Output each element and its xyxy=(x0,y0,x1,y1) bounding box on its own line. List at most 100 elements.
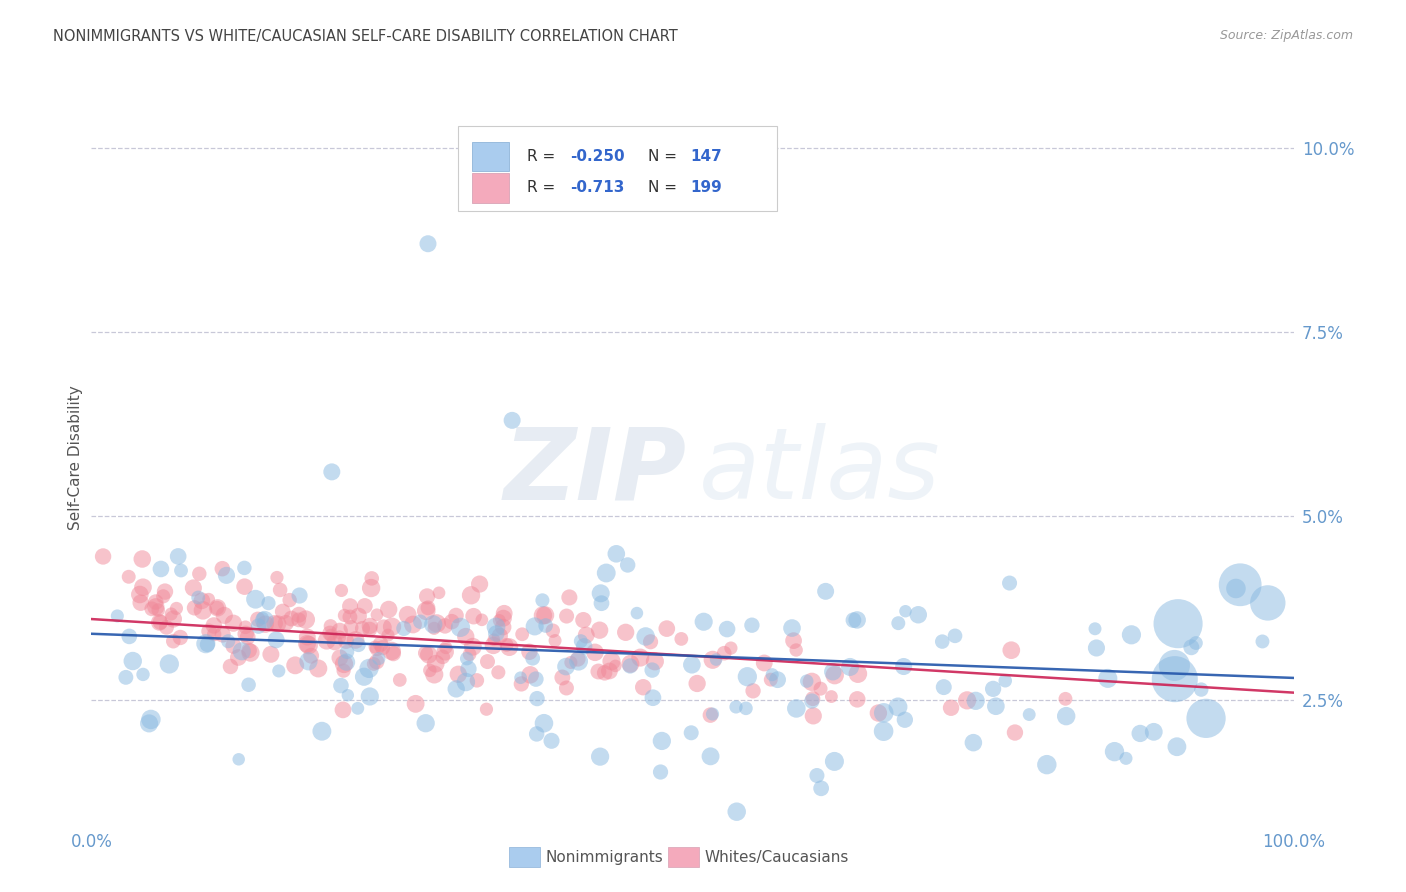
Point xyxy=(278,593,301,607)
Point xyxy=(215,568,238,582)
Y-axis label: Self-Care Disability: Self-Care Disability xyxy=(67,384,83,530)
Point xyxy=(319,619,342,633)
Text: Nonimmigrants: Nonimmigrants xyxy=(546,850,664,864)
Point xyxy=(274,615,297,630)
Point xyxy=(482,632,505,647)
Point xyxy=(522,651,544,665)
Point xyxy=(591,596,613,610)
Point xyxy=(842,613,865,627)
Point xyxy=(202,618,225,632)
Point xyxy=(187,591,209,605)
Point xyxy=(423,621,446,635)
Point xyxy=(323,635,346,649)
Point xyxy=(105,609,128,624)
Point xyxy=(157,657,180,671)
Point xyxy=(422,617,444,632)
Point xyxy=(155,620,177,634)
Point xyxy=(415,604,437,618)
Point xyxy=(149,562,172,576)
Point xyxy=(686,676,709,690)
Point xyxy=(254,617,277,632)
Point xyxy=(575,628,598,642)
Point xyxy=(346,701,368,715)
Text: atlas: atlas xyxy=(699,424,941,520)
Point xyxy=(541,624,564,638)
Point xyxy=(523,619,546,633)
Point xyxy=(166,601,188,615)
Point xyxy=(353,670,375,684)
Point xyxy=(641,663,664,677)
Point xyxy=(425,657,447,671)
Point xyxy=(1229,578,1251,592)
Point xyxy=(692,615,714,629)
Point xyxy=(655,622,678,636)
Point xyxy=(681,726,703,740)
Point xyxy=(1097,672,1119,686)
Point xyxy=(1054,691,1077,706)
Point xyxy=(1166,739,1188,754)
Point xyxy=(211,562,233,576)
Point xyxy=(373,620,395,634)
Point xyxy=(486,665,509,680)
Point xyxy=(531,608,554,623)
Point xyxy=(141,602,163,616)
Point xyxy=(540,734,562,748)
Point xyxy=(191,594,214,608)
Point xyxy=(347,638,370,652)
Point xyxy=(593,665,616,680)
Point xyxy=(628,650,651,665)
Point xyxy=(450,620,472,634)
Point xyxy=(463,609,485,624)
Point xyxy=(115,670,138,684)
Point xyxy=(998,576,1021,591)
Point xyxy=(1185,636,1208,650)
Point xyxy=(427,586,450,600)
Point xyxy=(332,703,354,717)
Point xyxy=(741,618,763,632)
Point xyxy=(145,595,167,609)
Point xyxy=(426,616,449,631)
Point xyxy=(519,668,541,682)
Point xyxy=(634,630,657,644)
Text: N =: N = xyxy=(648,180,682,195)
Point xyxy=(423,667,446,681)
Point xyxy=(641,690,664,705)
Point xyxy=(148,615,170,630)
Point xyxy=(139,713,162,727)
Point xyxy=(160,607,183,621)
Point xyxy=(222,639,245,653)
Point xyxy=(444,608,467,623)
Point xyxy=(381,620,404,634)
Point xyxy=(371,640,394,655)
Point xyxy=(330,679,353,693)
Point xyxy=(555,609,578,624)
Point xyxy=(128,587,150,601)
Point xyxy=(321,465,343,479)
Point xyxy=(943,629,966,643)
Point xyxy=(118,629,141,643)
Point xyxy=(598,664,620,678)
Point xyxy=(295,637,318,651)
Point xyxy=(887,616,910,631)
Point xyxy=(233,561,256,575)
Point xyxy=(440,615,463,629)
Point xyxy=(651,734,673,748)
Point xyxy=(267,616,290,631)
Point xyxy=(339,610,361,624)
Point xyxy=(266,570,288,584)
Point xyxy=(269,582,291,597)
Point xyxy=(239,646,262,660)
Point xyxy=(138,716,160,731)
Point xyxy=(873,706,896,720)
Point xyxy=(800,674,823,689)
Point xyxy=(806,768,828,782)
Point xyxy=(526,691,548,706)
Point xyxy=(501,413,523,427)
Point xyxy=(162,634,184,648)
Point xyxy=(329,630,352,644)
Point xyxy=(329,624,352,638)
Point xyxy=(534,618,557,632)
Point xyxy=(785,643,807,657)
Point xyxy=(1018,707,1040,722)
Point xyxy=(495,638,517,652)
